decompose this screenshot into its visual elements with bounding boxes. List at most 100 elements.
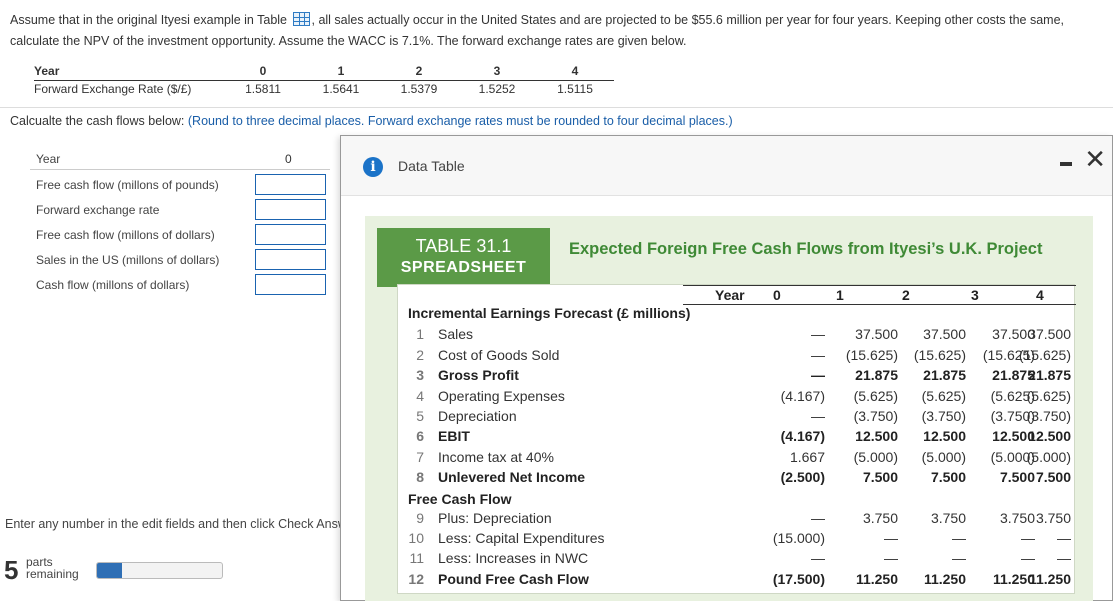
enter-instructions: Enter any number in the edit fields and … [5, 517, 340, 531]
row-value: 7.500 [999, 469, 1035, 485]
question-part2: , all sales actually occur in the United… [10, 13, 1064, 48]
close-icon[interactable]: ✕ [1084, 144, 1106, 174]
row-value: 11.250 [923, 571, 966, 587]
fx-header-row: Year 0 1 2 3 4 [34, 62, 614, 81]
instruction: Calcualte the cash flows below: (Round t… [10, 114, 733, 128]
row-value: (4.167) [780, 388, 825, 404]
fx-rate-row: Forward Exchange Rate ($/£) 1.5811 1.564… [34, 80, 614, 98]
row-value: 21.875 [1028, 367, 1071, 383]
fx-header-cell: 3 [458, 62, 536, 81]
us-sales-input[interactable] [255, 249, 326, 270]
row-value: (5.625) [990, 388, 1035, 404]
row-value: (15.625) [845, 347, 898, 363]
cf-header-row: Year 0 [30, 147, 330, 170]
cash-flow-form: Year 0 Free cash flow (millons of pounds… [30, 147, 330, 298]
row-value: — [1021, 530, 1035, 546]
fx-header-cell: 2 [380, 62, 458, 81]
cf-row-label: Free cash flow (millons of dollars) [36, 228, 215, 242]
row-value: (3.750) [853, 408, 898, 424]
row-value: 37.500 [992, 326, 1035, 342]
cash-flow-input[interactable] [255, 274, 326, 295]
spreadsheet-row: 6 EBIT (4.167) 12.500 12.500 12.500 12.500 [398, 427, 1076, 447]
row-label: Unlevered Net Income [438, 469, 586, 485]
row-value: (15.000) [772, 530, 825, 546]
fx-header-cell: 1 [302, 62, 380, 81]
year-header-cell: 3 [971, 287, 979, 303]
row-value: 7.500 [930, 469, 966, 485]
row-value: — [811, 347, 825, 363]
row-label: Cost of Goods Sold [438, 347, 560, 363]
cf-row-cash-flow: Cash flow (millons of dollars) [30, 273, 330, 298]
spreadsheet-title: Expected Foreign Free Cash Flows from It… [569, 240, 1043, 258]
row-label: Less: Increases in NWC [438, 550, 589, 566]
row-value: — [884, 530, 898, 546]
spreadsheet-panel: TABLE 31.1 SPREADSHEET Expected Foreign … [365, 216, 1093, 601]
row-value: 12.500 [923, 428, 966, 444]
fx-rate-cell: 1.5811 [245, 82, 281, 97]
row-value: 12.500 [855, 428, 898, 444]
section-fcf: Free Cash Flow [408, 491, 512, 507]
fcf-pounds-input[interactable] [255, 174, 326, 195]
spreadsheet-row: 3 Gross Profit —21.875 21.875 21.875 21.875 [398, 366, 1076, 386]
row-value: — [1021, 550, 1035, 566]
row-value: (3.750) [990, 408, 1035, 424]
row-value: 3.750 [1035, 510, 1071, 526]
row-value: (5.000) [1026, 449, 1071, 465]
cf-header-value: 0 [285, 152, 292, 166]
row-value: — [811, 550, 825, 566]
fx-row-label: Forward Exchange Rate ($/£) [34, 82, 192, 97]
section-divider [0, 107, 1113, 108]
parts-label: parts remaining [26, 555, 79, 581]
spreadsheet-row: 2 Cost of Goods Sold — (15.625) (15.625) (15.… [398, 346, 1076, 366]
year-header-cell: 1 [836, 287, 844, 303]
row-label: EBIT [438, 428, 470, 444]
row-value: (15.625) [1018, 347, 1071, 363]
cf-row-fx-rate: Forward exchange rate [30, 198, 330, 223]
cf-row-fcf-dollars: Free cash flow (millons of dollars) [30, 223, 330, 248]
instruction-note: (Round to three decimal places. Forward … [187, 114, 733, 128]
row-value: — [811, 326, 825, 342]
section-earnings: Incremental Earnings Forecast (£ million… [408, 305, 691, 321]
row-value: — [811, 367, 825, 383]
parts-count: 5 [4, 555, 19, 585]
row-value: 3.750 [862, 510, 898, 526]
row-value: 12.500 [992, 428, 1035, 444]
row-number: 5 [416, 408, 424, 424]
row-value: 37.500 [1028, 326, 1071, 342]
row-number: 8 [416, 469, 424, 485]
data-table-icon[interactable] [292, 12, 310, 26]
spreadsheet-row: 4 Operating Expenses (4.167) (5.625) (5.625)… [398, 387, 1076, 407]
row-value: (15.625) [913, 347, 966, 363]
row-number: 4 [416, 388, 424, 404]
fx-rate-table: Year 0 1 2 3 4 Forward Exchange Rate ($/… [34, 62, 614, 98]
cf-row-us-sales: Sales in the US (millons of dollars) [30, 248, 330, 273]
spreadsheet-row: 9 Plus: Depreciation —3.750 3.750 3.750 3.750 [398, 509, 1076, 529]
row-number: 2 [416, 347, 424, 363]
year-header-row: Year 0 1 2 3 4 [683, 285, 1076, 305]
instruction-main: Calcualte the cash flows below: [10, 114, 185, 128]
row-value: (15.625) [982, 347, 1035, 363]
cf-row-label: Free cash flow (millons of pounds) [36, 178, 219, 192]
minimize-icon[interactable] [1060, 162, 1072, 166]
fx-header-cell: 4 [536, 62, 614, 81]
row-value: — [811, 510, 825, 526]
table-tag-number: TABLE 31.1 [415, 236, 512, 256]
row-number: 7 [416, 449, 424, 465]
fx-rate-input[interactable] [255, 199, 326, 220]
row-value: 3.750 [999, 510, 1035, 526]
row-value: 21.875 [923, 367, 966, 383]
row-value: (4.167) [780, 428, 825, 444]
row-value: (17.500) [772, 571, 825, 587]
row-number: 9 [416, 510, 424, 526]
row-number: 1 [416, 326, 424, 342]
row-value: 3.750 [930, 510, 966, 526]
row-value: — [952, 530, 966, 546]
row-label: Income tax at 40% [438, 449, 554, 465]
row-number: 11 [409, 550, 424, 566]
cf-row-label: Forward exchange rate [36, 203, 160, 217]
fcf-dollars-input[interactable] [255, 224, 326, 245]
progress-bar [96, 562, 223, 579]
row-value: 11.250 [855, 571, 898, 587]
fx-header-cell: 0 [224, 62, 302, 81]
data-table-dialog: i Data Table ✕ TABLE 31.1 SPREADSHEET Ex… [340, 135, 1113, 601]
